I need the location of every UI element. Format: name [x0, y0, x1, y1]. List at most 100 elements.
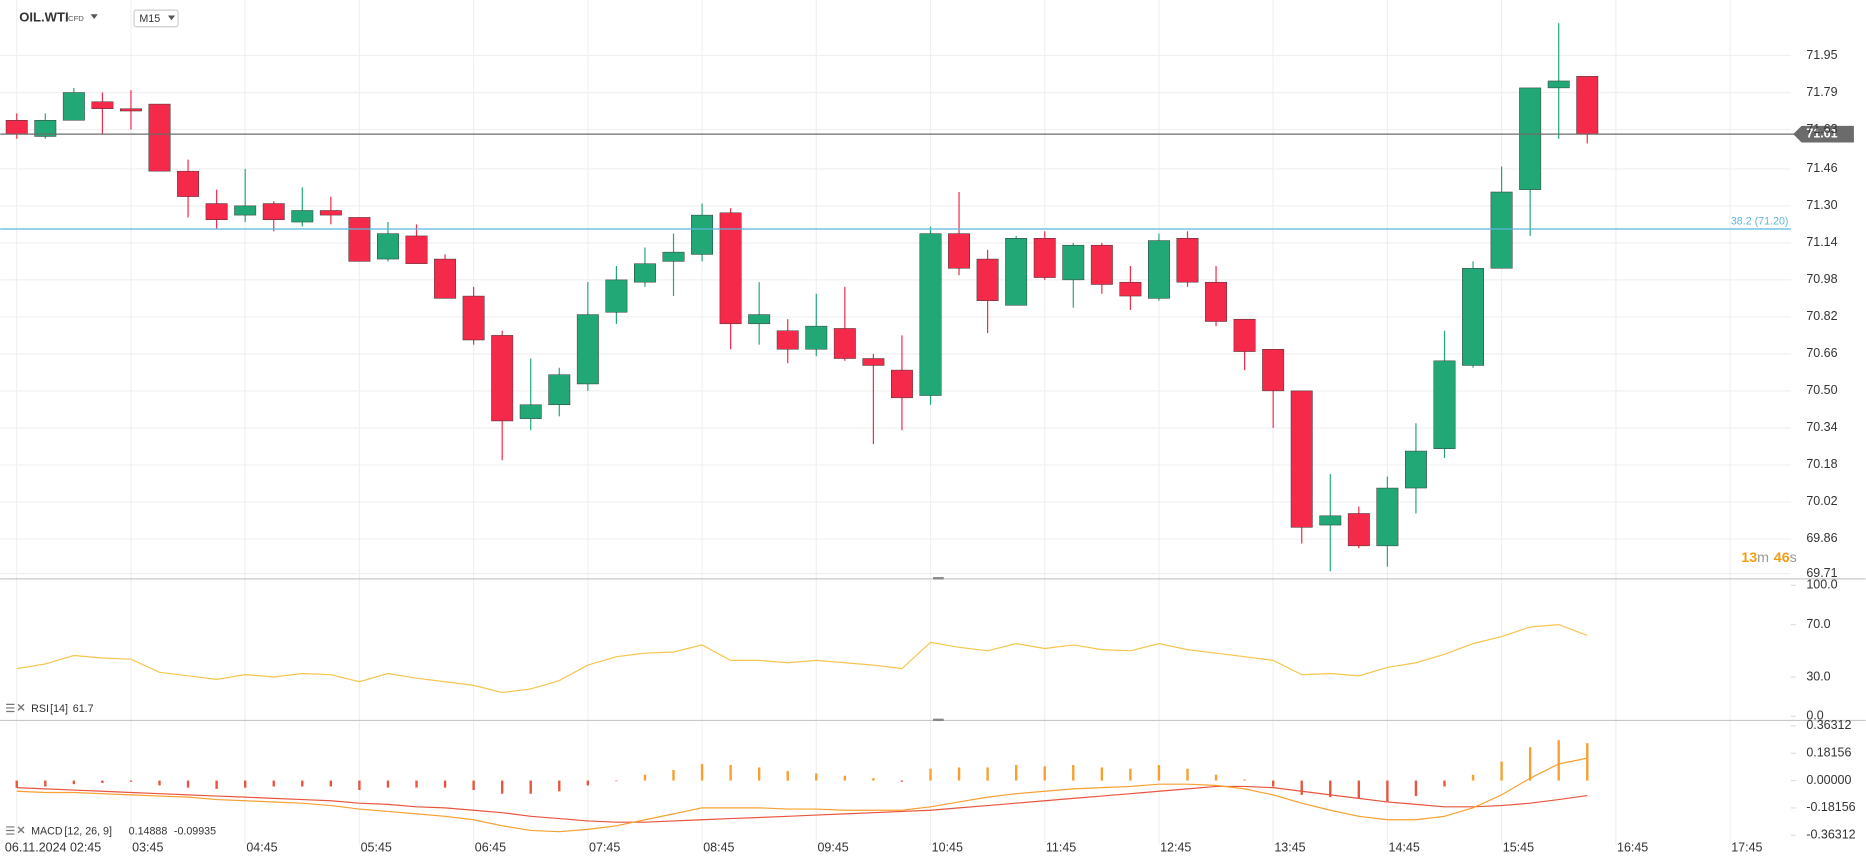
macd-histogram-bar [1271, 780, 1275, 787]
candle-body [434, 258, 457, 299]
macd-histogram-bar [1072, 765, 1075, 781]
macd-value: 0.14888 [129, 826, 168, 838]
candle-body [805, 325, 828, 350]
macd-histogram-bar [186, 780, 190, 788]
macd-histogram-bar [472, 780, 475, 791]
macd-histogram-bar [1414, 780, 1418, 797]
x-tick-label: 06:45 [475, 841, 506, 855]
menu-icon[interactable] [6, 703, 15, 713]
candle-body [319, 210, 342, 216]
macd-histogram-bar [900, 780, 904, 782]
y-tick-label: 71.95 [1806, 48, 1837, 62]
macd-histogram-bar [672, 769, 675, 781]
candle-body [548, 374, 571, 406]
macd-histogram-bar [1471, 774, 1475, 781]
candle-body [605, 279, 628, 313]
macd-histogram-bar [1329, 780, 1332, 798]
candle-body [1519, 87, 1542, 190]
y-tick-label: 70.0 [1806, 617, 1830, 631]
close-icon[interactable] [17, 826, 25, 834]
macd-histogram-bar [843, 775, 847, 781]
y-tick-label: 0.00000 [1806, 773, 1851, 787]
macd-histogram-bar [1214, 774, 1218, 781]
candle-body [519, 404, 542, 419]
y-tick-label: 0.0 [1806, 709, 1823, 723]
candle-body [634, 263, 656, 283]
y-tick-label: 70.50 [1806, 383, 1837, 397]
y-tick-label: 71.79 [1806, 85, 1837, 99]
y-tick-label: 70.02 [1806, 494, 1837, 508]
candle-body [5, 120, 28, 135]
dropdown-arrow[interactable] [90, 14, 98, 20]
candle-body [833, 328, 856, 359]
x-tick-label: 14:45 [1389, 841, 1420, 855]
indicator-name: RSI [31, 703, 49, 715]
instrument-type: CFD [68, 14, 84, 23]
macd-histogram-bar [1443, 780, 1446, 787]
macd-histogram-bar [243, 780, 247, 788]
macd-histogram-bar [129, 780, 133, 782]
macd-histogram-bar [815, 773, 818, 781]
macd-histogram-bar [101, 780, 104, 783]
y-tick-label: 71.30 [1806, 198, 1837, 212]
y-tick-label: -0.36312 [1806, 828, 1855, 842]
menu-icon[interactable] [6, 826, 15, 835]
macd-histogram-bar [1557, 740, 1560, 781]
dropdown-arrow[interactable] [167, 15, 176, 21]
macd-histogram-bar [386, 780, 390, 788]
symbol-header[interactable]: OIL.WTI CFD [19, 9, 98, 24]
macd-histogram-bar [44, 780, 47, 787]
candle-body [1433, 360, 1456, 449]
timeframe-select[interactable]: M15 [133, 9, 179, 28]
x-tick-label: 10:45 [932, 841, 963, 855]
candle-body [1205, 281, 1227, 322]
macd-histogram-bar [558, 780, 561, 792]
macd-histogram-bar [500, 780, 504, 794]
countdown-minutes-unit: m [1757, 550, 1769, 566]
candle-body [662, 251, 685, 262]
candle-body [1319, 515, 1342, 526]
y-tick-label: 70.34 [1806, 420, 1837, 434]
y-tick-label: 0.36312 [1806, 718, 1851, 732]
candle-body [1490, 191, 1513, 269]
y-tick-label: 70.82 [1806, 309, 1837, 323]
candle-body [1090, 244, 1113, 285]
signal-value: -0.09935 [174, 826, 216, 838]
countdown-seconds: 46 [1774, 550, 1790, 566]
timeframe-box[interactable] [133, 9, 179, 28]
timeframe[interactable]: M15 [139, 13, 160, 25]
candle-body [576, 314, 599, 385]
candle-body [148, 103, 171, 172]
candle-body [1404, 450, 1427, 489]
candle-body [748, 314, 771, 325]
candle-body [691, 214, 714, 255]
x-tick-label: 06.11.2024 02:45 [5, 841, 101, 855]
close-icon[interactable] [17, 703, 25, 711]
x-tick-label: 05:45 [361, 841, 392, 855]
candle-body [1062, 244, 1085, 281]
macd-histogram-bar [786, 771, 789, 781]
macd-histogram-bar [615, 780, 618, 782]
indicator-params: [12, 26, 9] [64, 826, 112, 838]
macd-histogram-bar [1357, 780, 1361, 799]
macd-histogram-bar [986, 767, 989, 781]
x-tick-label: 16:45 [1617, 841, 1648, 855]
candle-body [1262, 349, 1285, 392]
candle-body [919, 233, 942, 396]
x-tick-label: 12:45 [1160, 841, 1191, 855]
macd-histogram-bar [1586, 743, 1589, 781]
panel-handle[interactable] [933, 718, 944, 722]
rsi-legend: RSI [14] 61.7 [6, 703, 94, 715]
y-tick-label: 71.46 [1806, 161, 1837, 175]
macd-histogram-bar [1100, 767, 1104, 781]
panel-handle[interactable] [933, 577, 944, 580]
candle-body [1033, 238, 1056, 278]
candle-body [1547, 80, 1570, 89]
candle-body [62, 92, 85, 121]
y-tick-label: 100.0 [1806, 578, 1837, 592]
symbol[interactable]: OIL.WTI [19, 9, 68, 24]
macd-histogram-bar [1300, 780, 1303, 795]
candle-body [1290, 390, 1313, 528]
